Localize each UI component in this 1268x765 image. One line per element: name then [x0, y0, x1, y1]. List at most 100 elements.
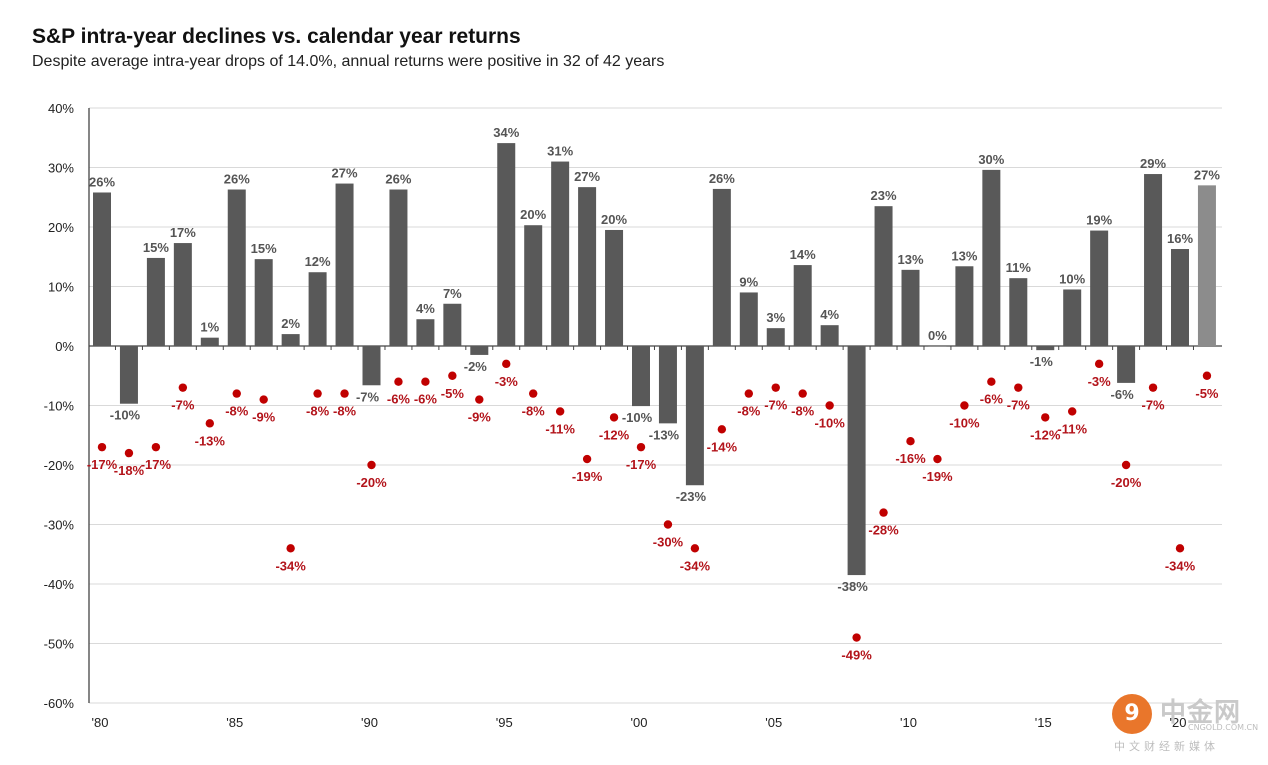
return-label: 19% — [1086, 213, 1112, 228]
x-tick-label: '85 — [226, 715, 243, 730]
decline-label: -9% — [252, 410, 276, 425]
decline-label: -34% — [275, 558, 306, 573]
decline-label: -19% — [572, 469, 603, 484]
x-tick-label: '15 — [1035, 715, 1052, 730]
watermark: 9 中金网 CNGOLD.COM.CN 中文财经新媒体 — [1112, 690, 1262, 753]
return-bar — [766, 328, 785, 346]
decline-dot — [1014, 383, 1023, 392]
decline-dot — [205, 419, 214, 428]
return-bar — [605, 229, 624, 346]
decline-label: -8% — [333, 404, 357, 419]
return-label: 13% — [897, 252, 923, 267]
decline-dot — [124, 448, 134, 458]
return-bar — [712, 188, 731, 346]
decline-dot — [313, 389, 322, 398]
decline-label: -3% — [1088, 374, 1112, 389]
return-bar — [1036, 346, 1055, 351]
return-bar — [389, 189, 408, 346]
decline-dot — [879, 508, 888, 517]
return-label: 31% — [547, 144, 573, 159]
decline-label: -5% — [1195, 386, 1219, 401]
chart-title: S&P intra-year declines vs. calendar yea… — [32, 25, 521, 48]
return-label: 12% — [305, 254, 331, 269]
return-label: 15% — [251, 241, 277, 256]
watermark-logo-icon: 9 — [1112, 694, 1152, 734]
return-bar — [254, 259, 273, 346]
decline-label: -14% — [707, 439, 738, 454]
decline-dot — [259, 395, 268, 404]
y-tick-label: 40% — [48, 101, 74, 116]
return-label: 2% — [281, 316, 300, 331]
watermark-url: CNGOLD.COM.CN — [1188, 723, 1259, 732]
decline-label: -28% — [868, 523, 899, 538]
decline-label: -30% — [653, 535, 684, 550]
y-tick-label: -10% — [44, 399, 75, 414]
return-bar — [308, 272, 327, 346]
y-tick-label: 20% — [48, 220, 74, 235]
return-bar — [901, 269, 920, 346]
decline-dot — [690, 544, 700, 553]
decline-label: -17% — [87, 457, 118, 472]
return-label: -1% — [1030, 354, 1054, 369]
return-bar — [928, 346, 947, 347]
return-bar — [551, 161, 570, 346]
decline-label: -9% — [468, 410, 492, 425]
x-tick-label: '00 — [631, 715, 648, 730]
return-label: 11% — [1006, 260, 1032, 275]
decline-dot — [987, 377, 996, 386]
decline-label: -49% — [841, 648, 872, 663]
decline-dot — [97, 442, 107, 452]
decline-dot — [663, 520, 673, 529]
return-label: 7% — [443, 286, 462, 301]
return-label: 26% — [385, 172, 411, 187]
decline-dot — [582, 454, 592, 464]
return-label: -7% — [356, 389, 380, 404]
decline-dot — [1148, 383, 1158, 392]
decline-dot — [448, 371, 457, 380]
decline-dot — [933, 454, 942, 464]
decline-dot — [394, 377, 403, 386]
return-label: 26% — [709, 171, 735, 186]
return-label: 34% — [493, 125, 519, 140]
y-tick-label: -30% — [44, 518, 75, 533]
x-tick-label: '80 — [92, 715, 109, 730]
decline-dot — [1202, 371, 1212, 380]
decline-dot — [636, 442, 646, 452]
return-label: 13% — [951, 248, 977, 263]
decline-label: -20% — [356, 475, 387, 490]
return-bar — [1009, 278, 1028, 346]
return-bar — [793, 265, 812, 346]
decline-label: -19% — [922, 469, 953, 484]
watermark-tagline: 中文财经新媒体 — [1114, 740, 1219, 753]
return-label: -13% — [649, 427, 680, 442]
return-bar — [1171, 249, 1189, 346]
decline-dot — [825, 401, 834, 410]
x-tick-label: '90 — [361, 715, 378, 730]
return-bar — [416, 319, 435, 346]
decline-dot — [1175, 544, 1185, 553]
return-bar — [335, 183, 354, 346]
decline-dot — [367, 460, 376, 470]
decline-dot — [852, 633, 861, 642]
return-bar — [443, 303, 462, 346]
return-label: 14% — [790, 247, 816, 262]
decline-label: -10% — [814, 416, 845, 431]
return-label: 1% — [200, 320, 219, 335]
decline-label: -12% — [1030, 427, 1061, 442]
decline-dot — [340, 389, 349, 398]
decline-dot — [1094, 359, 1104, 369]
decline-dot — [717, 425, 727, 434]
y-tick-label: 30% — [48, 161, 74, 176]
return-bar — [685, 346, 704, 486]
return-label: 26% — [224, 172, 250, 187]
decline-label: -7% — [1007, 398, 1031, 413]
return-label: 29% — [1140, 156, 1166, 171]
decline-label: -6% — [387, 392, 411, 407]
return-bar — [820, 325, 839, 346]
decline-dot — [744, 389, 753, 398]
decline-label: -17% — [141, 457, 172, 472]
decline-label: -8% — [225, 404, 249, 419]
decline-label: -8% — [306, 404, 330, 419]
decline-dot — [286, 544, 295, 553]
